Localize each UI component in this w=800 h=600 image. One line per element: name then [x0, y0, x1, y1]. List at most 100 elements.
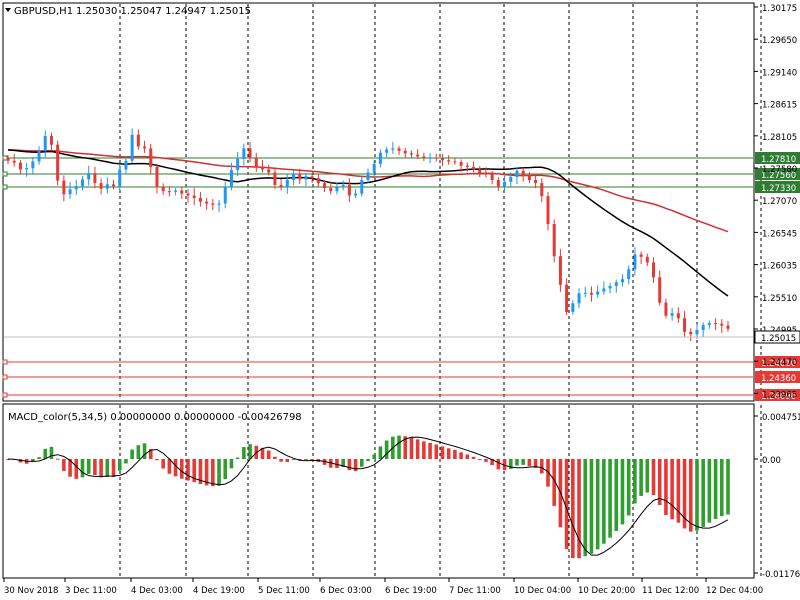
level-price-tag[interactable]	[755, 152, 800, 164]
macd-histogram-bar	[229, 459, 234, 469]
candle-body	[440, 158, 444, 161]
level-anchor-handle[interactable]	[2, 171, 8, 177]
candle-body	[714, 323, 718, 325]
macd-histogram-bar	[341, 459, 345, 468]
macd-signal-line	[7, 436, 729, 556]
macd-histogram-bar	[477, 459, 482, 460]
time-tick-label: 5 Dec 11:00	[258, 586, 310, 596]
time-axis: 30 Nov 2018 3 Dec 11:00 4 Dec 03:00 4 Dec 1…	[3, 578, 763, 596]
level-price-tag[interactable]	[755, 356, 800, 368]
candle-body	[316, 178, 320, 184]
level-anchor-handle[interactable]	[2, 155, 8, 161]
price-pane[interactable]	[2, 2, 755, 402]
price-tick-label: 1.30175	[762, 4, 797, 14]
macd-histogram-bar	[490, 459, 494, 466]
candle-body	[105, 184, 109, 189]
macd-histogram-bar	[161, 459, 165, 469]
macd-histogram-bar	[571, 459, 575, 559]
candle-body	[583, 292, 587, 294]
level-anchor-handle[interactable]	[2, 392, 8, 398]
macd-histogram-bar	[446, 448, 451, 459]
macd-histogram-bar	[217, 459, 221, 486]
macd-histogram-bar	[285, 459, 290, 463]
level-anchor-handle[interactable]	[2, 374, 8, 380]
candle-body	[130, 134, 134, 161]
macd-histogram-bar	[74, 459, 79, 479]
macd-histogram-bar	[688, 459, 693, 532]
macd-histogram-bar	[589, 459, 594, 554]
candle-body	[217, 203, 221, 205]
macd-histogram-bar	[130, 449, 134, 459]
macd-histogram-bar	[43, 448, 48, 459]
macd-histogram	[6, 435, 730, 559]
candle-body	[68, 189, 72, 195]
macd-histogram-bar	[179, 459, 184, 479]
candle-body	[422, 156, 426, 158]
candle-body	[546, 196, 550, 224]
macd-histogram-bar	[422, 441, 426, 459]
candle-body	[12, 160, 16, 163]
candle-body	[304, 176, 308, 180]
price-axis[interactable]: 1.30175 1.29650 1.29140 1.28615 1.28105 1.275…	[4, 4, 800, 400]
candle-body	[205, 201, 209, 204]
candle-body	[447, 160, 451, 162]
candle-body	[620, 279, 624, 283]
dropdown-triangle-icon[interactable]	[5, 8, 11, 12]
level-anchor-handle[interactable]	[2, 184, 8, 190]
macd-histogram-bar	[701, 459, 705, 527]
candle-body	[397, 148, 401, 151]
level-anchor-handle[interactable]	[2, 359, 8, 365]
candle-body	[602, 288, 606, 292]
macd-histogram-bar	[428, 442, 432, 459]
price-tick-label: 1.29140	[762, 68, 797, 78]
candle-body	[509, 176, 513, 182]
candle-body	[192, 195, 196, 198]
candle-body	[254, 158, 258, 167]
macd-histogram-bar	[639, 459, 643, 496]
time-tick-label: 7 Dec 11:00	[449, 586, 501, 596]
macd-histogram-bar	[273, 456, 277, 459]
candle-body	[62, 180, 66, 195]
time-tick-label: 12 Dec 04:00	[706, 586, 763, 596]
macd-histogram-bar	[372, 454, 377, 459]
candle-body	[515, 170, 519, 177]
macd-histogram-bar	[347, 459, 352, 471]
macd-histogram-bar	[211, 459, 215, 487]
macd-histogram-bar	[359, 459, 364, 467]
macd-histogram-bar	[453, 449, 457, 459]
candle-body	[472, 166, 476, 170]
macd-histogram-bar	[186, 459, 190, 481]
candle-body	[335, 187, 339, 192]
candle-body	[37, 150, 41, 162]
candle-body	[341, 184, 345, 188]
macd-histogram-bar	[595, 459, 600, 550]
macd-histogram-bar	[583, 459, 588, 557]
level-price-tag[interactable]	[755, 181, 800, 193]
candle-body	[527, 175, 531, 180]
candle-body	[329, 188, 333, 192]
level-price-tag[interactable]	[755, 389, 800, 401]
candle-body	[726, 325, 730, 329]
current-price-label: 1.25015	[761, 334, 796, 344]
candle-body	[267, 169, 271, 173]
current-price-box[interactable]	[754, 330, 800, 344]
macd-histogram-bar	[633, 459, 637, 504]
macd-signal-path	[7, 436, 729, 556]
candle-body	[484, 173, 488, 175]
candle-body	[378, 152, 382, 164]
macd-histogram-bar	[111, 459, 116, 478]
candle-body	[670, 313, 674, 316]
macd-histogram-bar	[515, 459, 519, 466]
candle-body	[503, 181, 507, 187]
time-tick-label: 10 Dec 04:00	[514, 586, 571, 596]
macd-histogram-bar	[204, 459, 209, 486]
macd-histogram-bar	[409, 437, 414, 459]
level-price-tag[interactable]	[755, 168, 800, 180]
macd-histogram-bar	[55, 458, 60, 460]
price-tick-label: 1.25510	[762, 294, 797, 304]
level-price-tag[interactable]	[755, 371, 800, 383]
horizontal-levels[interactable]: 1.27810 1.27560 1.27330 1.24610 1.24360 1.240…	[2, 152, 800, 402]
candle-body	[366, 172, 370, 180]
